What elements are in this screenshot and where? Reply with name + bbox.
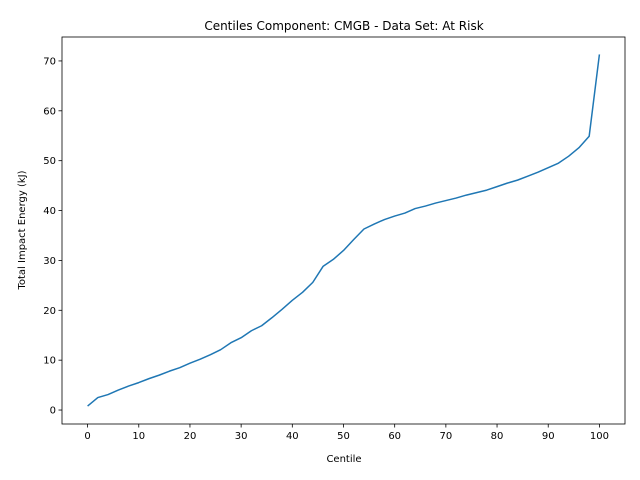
y-axis-label: Total Impact Energy (kJ) bbox=[17, 170, 28, 290]
y-tick-label: 70 bbox=[43, 56, 56, 67]
x-tick-label: 20 bbox=[184, 431, 197, 442]
y-tick-label: 60 bbox=[43, 106, 56, 117]
y-tick-label: 40 bbox=[43, 206, 56, 217]
x-axis: 0 10 20 30 40 50 60 70 80 90 100 bbox=[84, 424, 609, 442]
y-tick-label: 10 bbox=[43, 356, 56, 367]
x-tick-label: 50 bbox=[337, 431, 350, 442]
chart-title: Centiles Component: CMGB - Data Set: At … bbox=[204, 19, 483, 33]
y-axis: 0 10 20 30 40 50 60 70 bbox=[43, 56, 62, 417]
y-tick-label: 30 bbox=[43, 256, 56, 267]
x-tick-label: 90 bbox=[542, 431, 555, 442]
x-tick-label: 80 bbox=[491, 431, 504, 442]
series-line-0 bbox=[87, 54, 601, 407]
x-axis-label: Centile bbox=[326, 454, 361, 465]
x-tick-label: 10 bbox=[132, 431, 145, 442]
y-tick-label: 50 bbox=[43, 156, 56, 167]
x-tick-label: 0 bbox=[84, 431, 90, 442]
x-tick-label: 100 bbox=[590, 431, 609, 442]
x-tick-label: 60 bbox=[388, 431, 401, 442]
x-tick-label: 40 bbox=[286, 431, 299, 442]
x-tick-label: 70 bbox=[439, 431, 452, 442]
y-tick-label: 0 bbox=[50, 406, 56, 417]
y-tick-label: 20 bbox=[43, 306, 56, 317]
x-tick-label: 30 bbox=[235, 431, 248, 442]
